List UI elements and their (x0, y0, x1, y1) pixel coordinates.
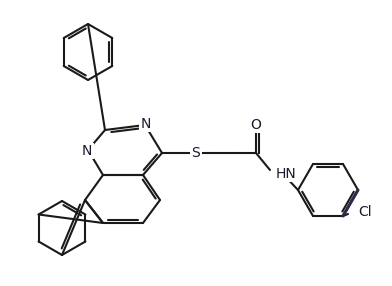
Text: Cl: Cl (358, 205, 372, 219)
Text: HN: HN (276, 167, 297, 181)
Text: S: S (192, 146, 200, 160)
Text: N: N (82, 144, 92, 158)
Text: O: O (250, 118, 261, 132)
Text: N: N (141, 117, 151, 131)
